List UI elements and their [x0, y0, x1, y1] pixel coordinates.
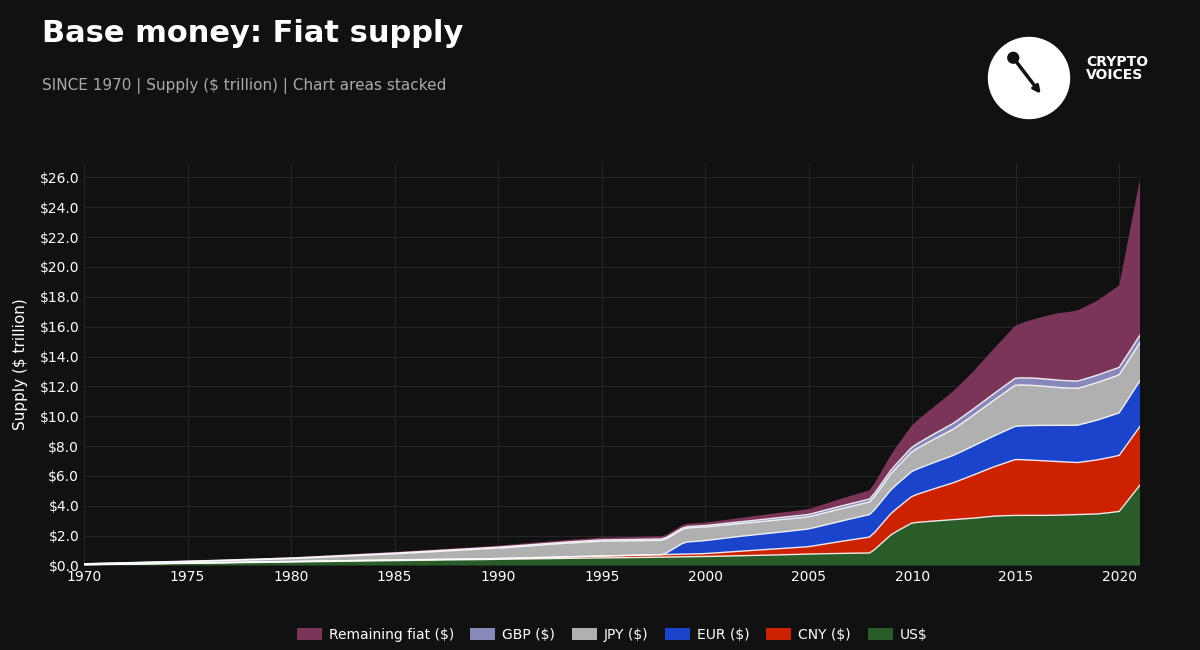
Y-axis label: Supply ($ trillion): Supply ($ trillion): [13, 298, 29, 430]
Text: Base money: Fiat supply: Base money: Fiat supply: [42, 20, 463, 49]
Text: SINCE 1970 | Supply ($ trillion) | Chart areas stacked: SINCE 1970 | Supply ($ trillion) | Chart…: [42, 78, 446, 94]
Circle shape: [989, 38, 1069, 118]
Legend: Remaining fiat ($), GBP ($), JPY ($), EUR ($), CNY ($), US$: Remaining fiat ($), GBP ($), JPY ($), EU…: [292, 622, 932, 647]
Circle shape: [1008, 53, 1019, 63]
Text: VOICES: VOICES: [1086, 68, 1144, 83]
Text: CRYPTO: CRYPTO: [1086, 55, 1148, 70]
